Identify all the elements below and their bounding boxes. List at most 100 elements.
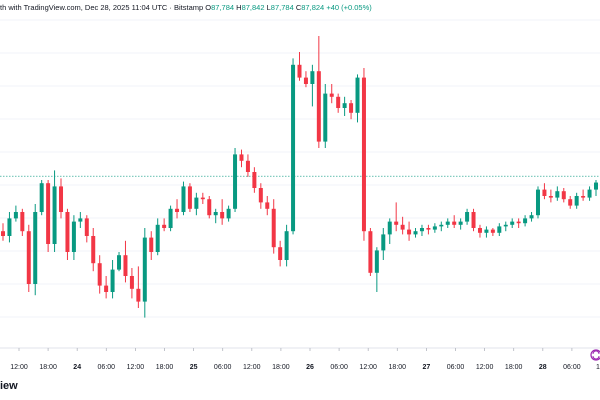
time-axis-label: 18:00: [272, 364, 290, 371]
candle-body: [342, 103, 347, 108]
candle-body: [374, 250, 379, 273]
candle: [490, 228, 495, 236]
candle-body: [510, 221, 515, 225]
time-axis-label: 12:00: [243, 364, 261, 371]
candle-body: [129, 276, 134, 289]
candle-body: [471, 212, 476, 228]
candle-body: [465, 212, 470, 222]
candle: [497, 223, 502, 236]
candle-body: [149, 237, 154, 252]
open-label: O: [205, 3, 212, 12]
candle: [162, 218, 167, 232]
candle-body: [594, 182, 598, 190]
candle: [548, 189, 553, 203]
candle: [523, 215, 528, 227]
candle: [561, 188, 566, 203]
candle: [46, 180, 51, 252]
candle-body: [213, 212, 218, 216]
close-value: 87,824: [301, 3, 325, 12]
candle-body: [477, 228, 482, 233]
candle: [535, 186, 540, 219]
time-axis-label: 06:00: [447, 364, 465, 371]
candle-body: [355, 77, 360, 113]
candle-body: [33, 212, 38, 284]
candle-body: [123, 255, 128, 276]
candle-body: [65, 212, 70, 252]
candle-body: [78, 218, 83, 222]
reload-icon[interactable]: [590, 349, 600, 361]
candle: [39, 180, 44, 216]
candle: [110, 260, 115, 299]
candle-body: [20, 212, 25, 232]
candle: [361, 68, 366, 241]
candle-body: [419, 228, 424, 232]
candle: [516, 218, 521, 228]
legend-title: th with TradingView.com, Dec 28, 2025 11…: [0, 3, 168, 12]
time-axis-label: 06:00: [214, 364, 232, 371]
time-axis-label: 24: [73, 364, 81, 371]
close-label: C: [295, 3, 302, 12]
candle-body: [529, 215, 534, 219]
time-axis-label: 12:00: [10, 364, 28, 371]
candle-body: [265, 202, 270, 209]
candle: [33, 204, 38, 296]
candle: [181, 181, 186, 216]
candle-body: [439, 224, 444, 227]
candle: [226, 205, 231, 222]
candle: [400, 216, 405, 235]
candle-body: [490, 229, 495, 233]
time-axis-label: 18:00: [505, 364, 523, 371]
candle: [484, 226, 489, 238]
candle-body: [13, 212, 18, 219]
candle-body: [349, 103, 354, 113]
candle-body: [59, 186, 64, 212]
candle: [419, 224, 424, 236]
candle-body: [200, 197, 205, 200]
candle-body: [7, 218, 12, 236]
time-axis-label: 06:00: [563, 364, 581, 371]
candle: [374, 247, 379, 292]
candle: [252, 167, 257, 193]
candle-body: [555, 191, 560, 198]
candle-body: [271, 208, 276, 248]
candle-body: [207, 199, 212, 216]
candle: [13, 205, 18, 222]
candle: [26, 224, 31, 292]
candle-body: [413, 231, 418, 235]
candle-body: [316, 71, 321, 142]
candle: [542, 183, 547, 200]
candle-body: [574, 196, 579, 206]
candle: [239, 149, 244, 168]
brand-logo-text: iew: [0, 380, 18, 392]
high-label: H: [236, 3, 242, 12]
candle-body: [1, 231, 5, 236]
time-axis-label: 18:00: [156, 364, 174, 371]
candle-body: [336, 96, 341, 108]
candle: [207, 196, 212, 219]
time-axis-label: 27: [423, 364, 431, 371]
candle-body: [245, 160, 250, 172]
candle-body: [52, 186, 57, 244]
candle-body: [220, 212, 225, 219]
time-axis-label: 12:00: [476, 364, 494, 371]
candle-body: [497, 226, 502, 233]
candle: [297, 52, 302, 81]
candle: [258, 183, 263, 209]
candle: [387, 218, 392, 244]
candle: [445, 218, 450, 228]
candle: [426, 224, 431, 235]
candle: [439, 221, 444, 232]
candle-body: [84, 218, 89, 236]
candle-body: [284, 231, 289, 260]
candle-body: [587, 189, 592, 198]
legend-exchange: · Bitstamp: [169, 3, 204, 12]
candle: [407, 221, 412, 241]
candle-body: [175, 208, 180, 212]
candle-body: [303, 77, 308, 84]
time-axis-label: 06:00: [98, 364, 116, 371]
candle: [310, 64, 315, 107]
candle-body: [162, 224, 167, 228]
candle-body: [394, 221, 399, 225]
candle: [316, 36, 321, 148]
candle-body: [71, 221, 76, 252]
